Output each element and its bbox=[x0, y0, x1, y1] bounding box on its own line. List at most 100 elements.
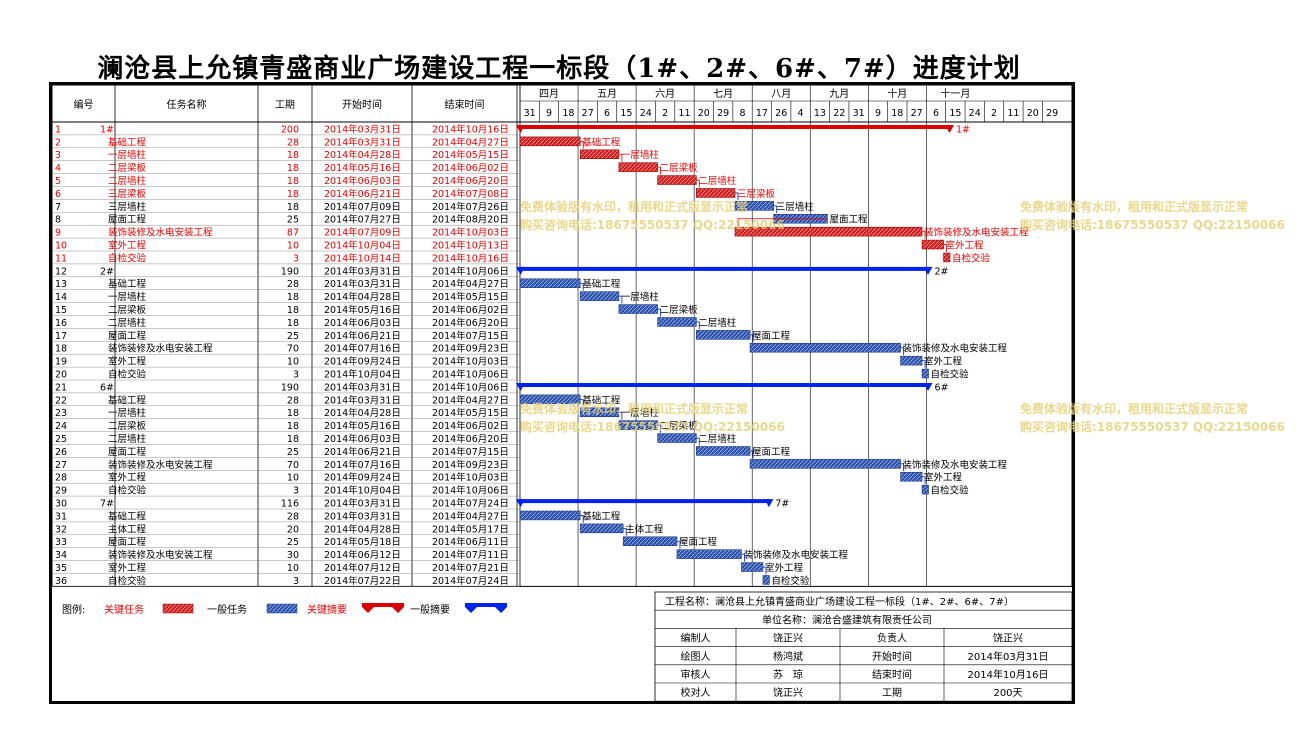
page-title: 澜沧县上允镇青盛商业广场建设工程一标段（1#、2#、6#、7#）进度计划 bbox=[97, 54, 1021, 84]
task-bar-label: 基础工程 bbox=[582, 510, 621, 522]
info-cell: 2014年10月16日 bbox=[968, 668, 1049, 681]
task-start: 2014年03月31日 bbox=[324, 498, 401, 510]
summary-label: 7# bbox=[775, 499, 789, 510]
task-end: 2014年07月11日 bbox=[432, 549, 509, 561]
task-bar bbox=[921, 484, 929, 495]
task-bar bbox=[921, 368, 929, 379]
task-bar-label: 屋面工程 bbox=[752, 331, 791, 342]
task-end: 2014年09月23日 bbox=[432, 343, 509, 355]
day-label: 31 bbox=[524, 108, 536, 119]
task-start: 2014年06月12日 bbox=[324, 549, 401, 561]
task-start: 2014年03月31日 bbox=[324, 278, 401, 290]
task-end: 2014年06月02日 bbox=[432, 162, 509, 174]
task-name: 装饰装修及水电安装工程 bbox=[108, 227, 213, 239]
month-label: 八月 bbox=[771, 88, 791, 100]
task-start: 2014年10月14日 bbox=[324, 252, 401, 264]
info-cell: 工期 bbox=[882, 687, 902, 699]
task-name: 基础工程 bbox=[108, 394, 147, 406]
dependency-link bbox=[900, 463, 904, 472]
day-label: 13 bbox=[814, 108, 826, 119]
task-name: 一层墙柱 bbox=[108, 291, 147, 303]
task-bar-label: 自检交验 bbox=[931, 485, 970, 497]
task-end: 2014年06月20日 bbox=[432, 175, 509, 187]
task-end: 2014年05月15日 bbox=[432, 149, 509, 161]
task-name: 二层梁板 bbox=[108, 304, 147, 316]
task-bar-label: 室外工程 bbox=[765, 562, 804, 574]
task-bar-label: 自检交验 bbox=[931, 369, 970, 381]
task-start: 2014年07月09日 bbox=[324, 227, 401, 239]
task-bar bbox=[622, 536, 678, 546]
day-label: 22 bbox=[833, 108, 845, 119]
dependency-link bbox=[696, 179, 700, 188]
task-duration: 10 bbox=[287, 563, 299, 574]
task-bar-label: 二层梁板 bbox=[660, 304, 699, 316]
task-duration: 18 bbox=[287, 318, 299, 329]
dependency-link bbox=[735, 192, 739, 201]
dependency-link bbox=[618, 411, 623, 420]
task-name: 三层墙柱 bbox=[108, 201, 147, 213]
info-cell: 杨鸿斌 bbox=[773, 650, 803, 663]
task-duration: 87 bbox=[287, 228, 299, 239]
info-cell: 200天 bbox=[993, 688, 1022, 699]
task-start: 2014年03月31日 bbox=[324, 265, 401, 277]
summary-cap bbox=[516, 266, 525, 275]
task-bar bbox=[676, 549, 742, 559]
task-end: 2014年07月15日 bbox=[432, 330, 509, 342]
day-label: 27 bbox=[582, 108, 594, 119]
task-name: 自检交验 bbox=[108, 485, 147, 497]
dependency-link bbox=[741, 553, 745, 562]
summary-bar bbox=[520, 383, 929, 387]
task-start: 2014年06月21日 bbox=[324, 330, 401, 342]
task-bar bbox=[943, 252, 951, 263]
task-name: 二层墙柱 bbox=[108, 433, 147, 445]
task-bar bbox=[618, 162, 658, 172]
task-id: 19 bbox=[55, 357, 67, 368]
day-label: 17 bbox=[756, 108, 768, 119]
task-start: 2014年06月03日 bbox=[324, 175, 401, 187]
task-start: 2014年06月03日 bbox=[324, 317, 401, 329]
task-id: 26 bbox=[55, 447, 67, 458]
task-end: 2014年04月27日 bbox=[432, 136, 509, 148]
task-end: 2014年10月06日 bbox=[432, 485, 509, 497]
task-start: 2014年06月21日 bbox=[324, 446, 401, 458]
task-duration: 18 bbox=[287, 305, 299, 316]
task-duration: 3 bbox=[293, 576, 299, 587]
task-id: 3 bbox=[55, 150, 61, 161]
dependency-link bbox=[762, 566, 767, 575]
task-end: 2014年10月16日 bbox=[432, 123, 509, 135]
task-end: 2014年07月21日 bbox=[432, 562, 509, 574]
task-end: 2014年10月03日 bbox=[432, 356, 509, 368]
task-end: 2014年10月03日 bbox=[432, 227, 509, 239]
info-cell: 饶正兴 bbox=[773, 632, 803, 645]
task-bar bbox=[519, 278, 581, 288]
day-label: 20 bbox=[1027, 108, 1039, 119]
dependency-link bbox=[922, 231, 926, 240]
task-duration: 70 bbox=[287, 344, 299, 355]
task-id: 12 bbox=[55, 266, 67, 277]
summary-label: 1# bbox=[956, 124, 970, 135]
task-bar-label: 二层墙柱 bbox=[698, 175, 737, 187]
summary-cap bbox=[764, 499, 774, 508]
watermark: 免费体验版有水印，租用和正式版显示正常 购买咨询电话:18675550537 QQ… bbox=[520, 402, 785, 434]
task-name: 屋面工程 bbox=[108, 215, 147, 226]
info-cell: 2014年03月31日 bbox=[968, 650, 1049, 663]
day-label: 29 bbox=[717, 108, 729, 119]
task-name: 2# bbox=[100, 266, 114, 277]
task-bar bbox=[618, 304, 658, 314]
task-bar-label: 装饰装修及水电安装工程 bbox=[924, 227, 1029, 239]
summary-cap bbox=[516, 499, 525, 508]
legend-swatch-critical-summary bbox=[362, 603, 404, 613]
task-bar-label: 基础工程 bbox=[582, 394, 621, 406]
task-duration: 25 bbox=[287, 331, 299, 342]
day-label: 26 bbox=[775, 108, 787, 119]
dependency-link bbox=[618, 153, 623, 162]
day-label: 2 bbox=[991, 108, 997, 119]
task-duration: 18 bbox=[287, 189, 299, 200]
task-start: 2014年06月03日 bbox=[324, 433, 401, 445]
info-cell: 结束时间 bbox=[872, 668, 912, 681]
legend-critical-summary: 关键摘要 bbox=[307, 603, 347, 616]
task-name: 自检交验 bbox=[108, 575, 147, 587]
day-label: 24 bbox=[640, 108, 652, 119]
month-label: 七月 bbox=[713, 88, 733, 100]
day-label: 27 bbox=[911, 108, 923, 119]
